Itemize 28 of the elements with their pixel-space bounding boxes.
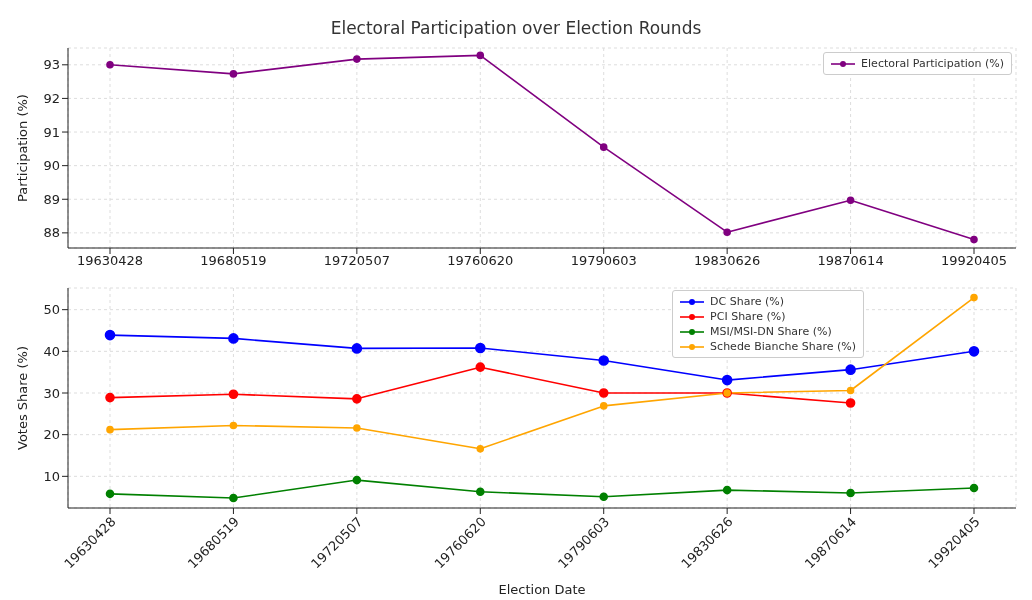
legend-label: MSI/MSI-DN Share (%) xyxy=(710,324,832,339)
y-tick-label: 40 xyxy=(43,343,60,359)
y-tick-label: 93 xyxy=(43,57,60,73)
y-tick-label: 30 xyxy=(43,385,60,401)
y-tick-label: 92 xyxy=(43,91,60,107)
x-tick-label: 19720507 xyxy=(323,253,390,269)
legend-label: Schede Bianche Share (%) xyxy=(710,339,856,354)
legend-label: PCI Share (%) xyxy=(710,309,786,324)
x-tick-label: 19870614 xyxy=(817,253,884,269)
x-tick-label: 19630428 xyxy=(76,253,144,269)
x-axis-title: Election Date xyxy=(498,582,586,597)
y-tick-label: 88 xyxy=(43,225,60,241)
y-axis-title: Participation (%) xyxy=(14,94,30,202)
y-tick-label: 10 xyxy=(43,468,60,484)
y-tick-label: 90 xyxy=(43,158,60,174)
y-tick-label: 91 xyxy=(43,124,60,140)
x-tick-label: 19760620 xyxy=(447,253,514,269)
y-tick-label: 20 xyxy=(43,427,60,443)
x-tick-label: 19830626 xyxy=(694,253,761,269)
y-tick-label: 89 xyxy=(43,191,60,207)
x-tick-label: 19790603 xyxy=(570,253,637,269)
y-axis-title: Votes Share (%) xyxy=(14,346,30,450)
y-tick-label: 50 xyxy=(43,302,60,318)
x-tick-label: 19920405 xyxy=(940,253,1008,269)
x-tick-label: 19680519 xyxy=(200,253,267,269)
legend-label: DC Share (%) xyxy=(710,294,785,309)
legend-label: Electoral Participation (%) xyxy=(861,56,1004,71)
chart-title: Electoral Participation over Election Rounds xyxy=(329,18,703,38)
